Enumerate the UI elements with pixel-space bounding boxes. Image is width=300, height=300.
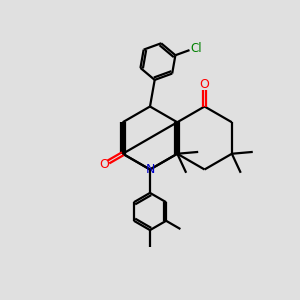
Text: O: O: [200, 78, 209, 91]
Text: N: N: [145, 163, 155, 176]
Text: O: O: [99, 158, 109, 171]
Text: Cl: Cl: [190, 42, 202, 56]
